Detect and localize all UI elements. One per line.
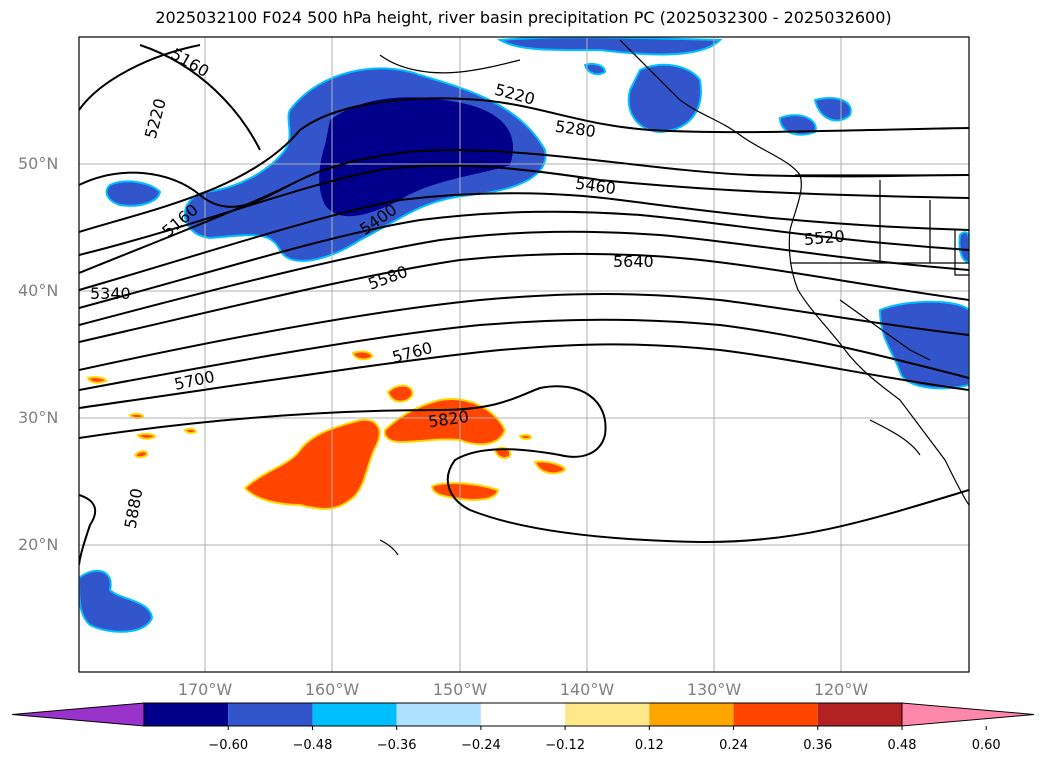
- colorbar-segment: [733, 703, 818, 726]
- colorbar-segment: [480, 703, 566, 726]
- contour-label: 5340: [90, 284, 131, 303]
- colorbar-tick-label: −0.12: [545, 738, 586, 753]
- lat-label: 50°N: [18, 154, 59, 173]
- contour-label: 5520: [803, 227, 845, 249]
- precip-negative-region: [79, 37, 969, 633]
- map-title: 2025032100 F024 500 hPa height, river ba…: [155, 8, 892, 27]
- lon-label: 130°W: [686, 680, 742, 699]
- lon-label: 170°W: [177, 680, 233, 699]
- coastlines: [379, 39, 969, 556]
- colorbar-tick-label: −0.24: [460, 738, 501, 753]
- lon-label: 120°W: [813, 680, 869, 699]
- colorbar-segment: [565, 703, 650, 726]
- height-contours: [79, 44, 969, 566]
- colorbar-tick-label: 0.48: [887, 738, 917, 753]
- colorbar-tick-label: −0.48: [292, 738, 333, 753]
- colorbar-segment: [649, 703, 734, 726]
- lat-label: 20°N: [18, 535, 59, 554]
- contour-label: 5640: [613, 252, 654, 271]
- colorbar-tick-label: 0.12: [634, 738, 664, 753]
- map-frame: [78, 36, 970, 673]
- colorbar-tick-label: 0.24: [719, 738, 749, 753]
- colorbar-tick-label: −0.36: [376, 738, 417, 753]
- colorbar-frame: [143, 702, 903, 727]
- colorbar-extend-low: [11, 702, 145, 727]
- lon-label: 140°W: [559, 680, 615, 699]
- lon-label: 150°W: [432, 680, 488, 699]
- colorbar-segment: [312, 703, 397, 726]
- colorbar-tick-label: 0.60: [971, 738, 1001, 753]
- colorbar-segment: [817, 703, 902, 726]
- colorbar-segment: [144, 703, 229, 726]
- lat-label: 40°N: [18, 281, 59, 300]
- gridlines: [79, 37, 969, 672]
- colorbar-extend-high: [901, 702, 1035, 727]
- colorbar-tick-label: 0.36: [803, 738, 833, 753]
- colorbar-tick-label: −0.60: [208, 738, 249, 753]
- colorbar-segment: [228, 703, 313, 726]
- colorbar-segment: [396, 703, 481, 726]
- lat-label: 30°N: [18, 408, 59, 427]
- lon-label: 160°W: [304, 680, 360, 699]
